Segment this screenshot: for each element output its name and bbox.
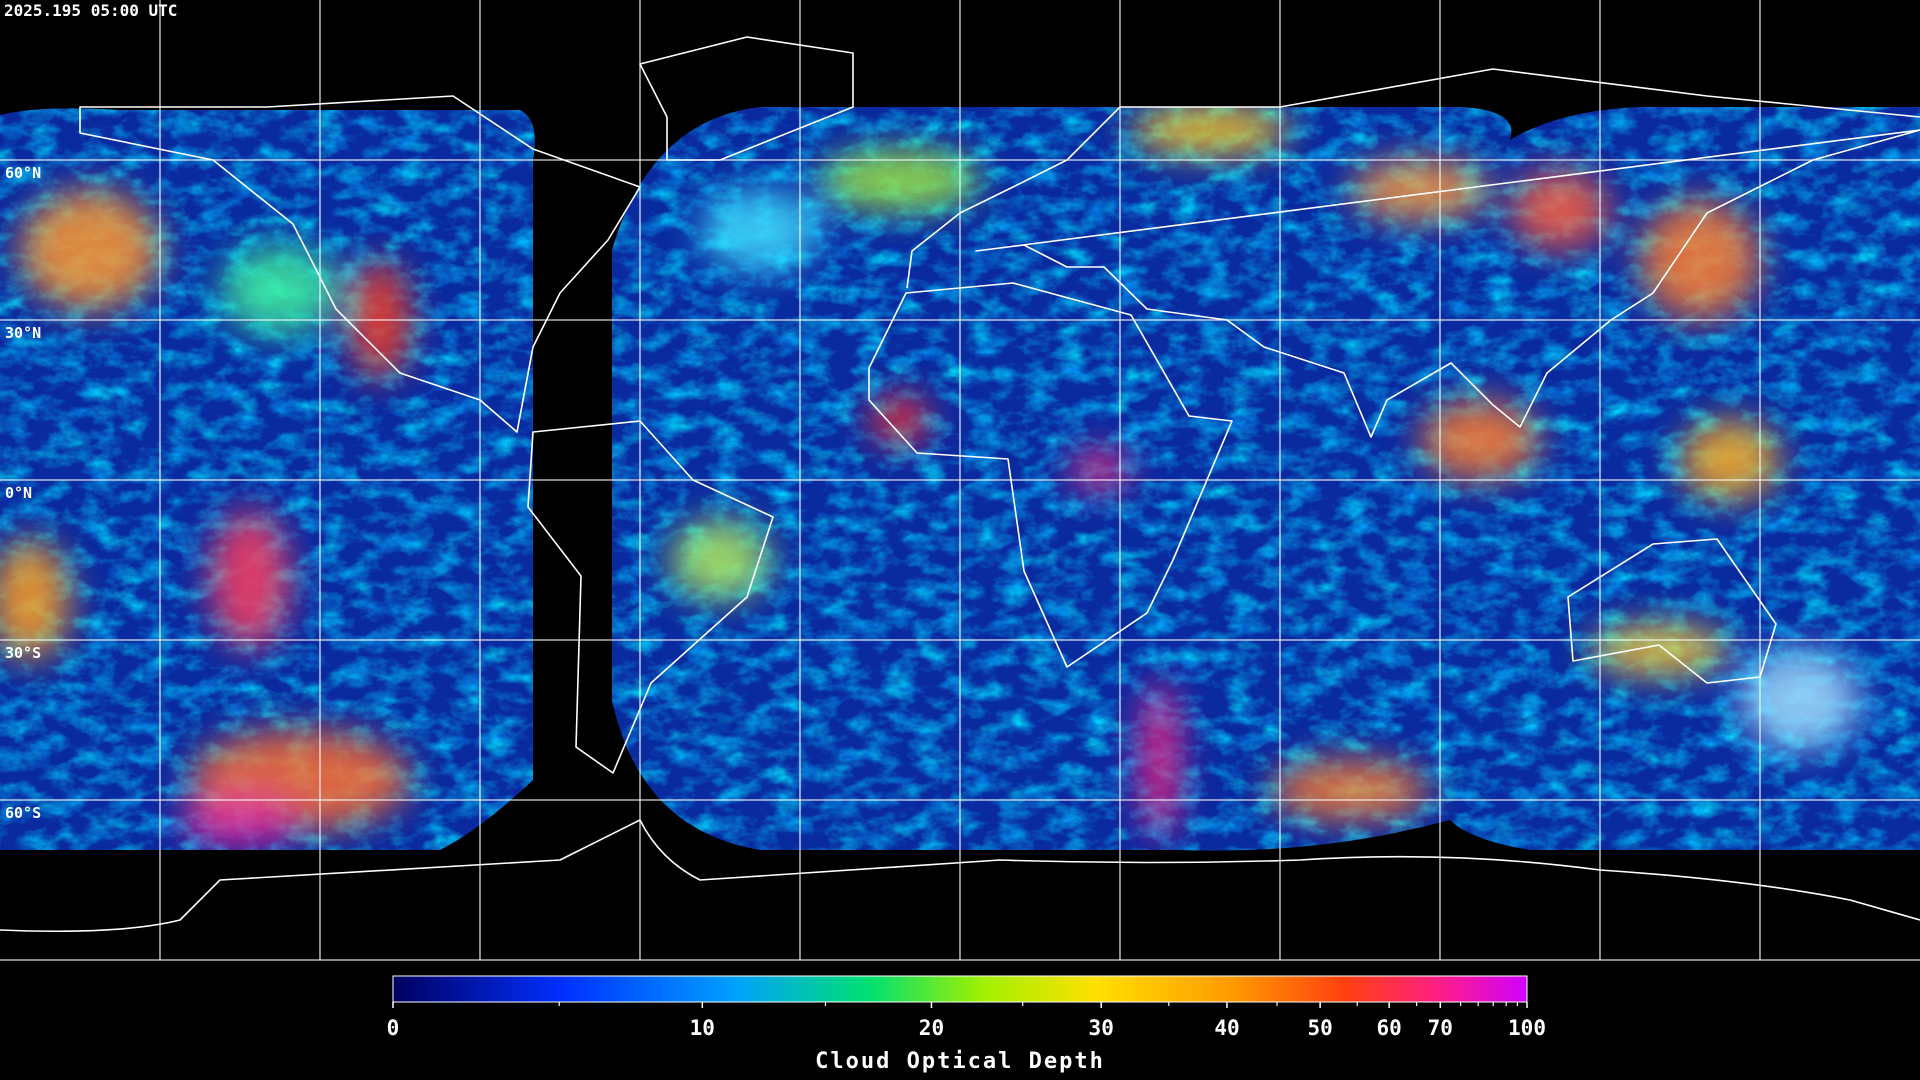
colorbar-tick-label: 40 — [1214, 1016, 1239, 1040]
colorbar-tick-label: 0 — [387, 1016, 400, 1040]
colorbar-ticks: 0 10 20 30 40 50 60 70 100 — [387, 1002, 1546, 1040]
colorbar-tick-label: 100 — [1508, 1016, 1546, 1040]
lat-label: 30°S — [5, 644, 41, 662]
lat-label: 60°S — [5, 804, 41, 822]
lat-label: 30°N — [5, 324, 41, 342]
lat-label: 60°N — [5, 164, 41, 182]
colorbar-tick-label: 30 — [1089, 1016, 1114, 1040]
colorbar-tick-label: 60 — [1376, 1016, 1401, 1040]
graticule: 60°N 30°N 0°N 30°S 60°S — [0, 0, 1920, 961]
colorbar — [392, 975, 1528, 1003]
colorbar-title: Cloud Optical Depth — [815, 1049, 1105, 1074]
colorbar-tick-label: 70 — [1428, 1016, 1453, 1040]
lat-label: 0°N — [5, 484, 32, 502]
timestamp: 2025.195 05:00 UTC — [4, 1, 177, 20]
colorbar-tick-label: 50 — [1307, 1016, 1332, 1040]
colorbar-tick-label: 20 — [919, 1016, 944, 1040]
colorbar-tick-label: 10 — [690, 1016, 715, 1040]
